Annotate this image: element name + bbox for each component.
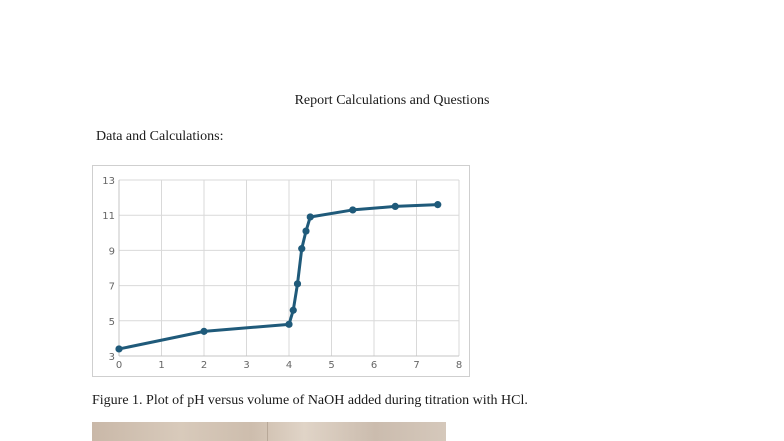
x-tick-label: 5 [328, 360, 334, 371]
series-line [117, 203, 440, 351]
data-point [434, 201, 442, 209]
data-point [298, 245, 306, 253]
x-tick-label: 1 [158, 360, 164, 371]
data-point [285, 320, 293, 328]
data-point [293, 280, 302, 288]
y-tick-label: 11 [102, 211, 115, 222]
titration-chart: 0 1 2 3 4 5 6 7 8 3 5 7 9 11 13 [92, 165, 470, 377]
x-tick-label: 8 [456, 360, 462, 371]
data-point [306, 213, 314, 221]
data-point [115, 345, 123, 353]
data-point [200, 327, 208, 335]
x-tick-label: 6 [371, 360, 377, 371]
y-tick-label: 3 [109, 352, 115, 363]
photo-seam [267, 422, 268, 441]
x-tick-label: 7 [413, 360, 419, 371]
y-tick-label: 7 [109, 282, 115, 293]
x-tick-label: 3 [243, 360, 249, 371]
report-heading: Report Calculations and Questions [294, 93, 490, 108]
y-tick-label: 5 [109, 317, 115, 328]
data-point [349, 206, 357, 214]
section-heading: Data and Calculations: [96, 129, 224, 144]
x-tick-label: 4 [286, 360, 292, 371]
y-tick-label: 9 [109, 246, 115, 257]
figure-caption: Figure 1. Plot of pH versus volume of Na… [92, 393, 528, 408]
x-tick-label: 2 [201, 360, 207, 371]
figure-photo [92, 422, 446, 441]
chart-svg: 0 1 2 3 4 5 6 7 8 3 5 7 9 11 13 [102, 176, 462, 371]
y-tick-label: 13 [102, 176, 115, 187]
x-tick-label: 0 [116, 360, 122, 371]
data-point [289, 306, 297, 314]
data-point [391, 202, 399, 210]
data-point [302, 227, 310, 235]
